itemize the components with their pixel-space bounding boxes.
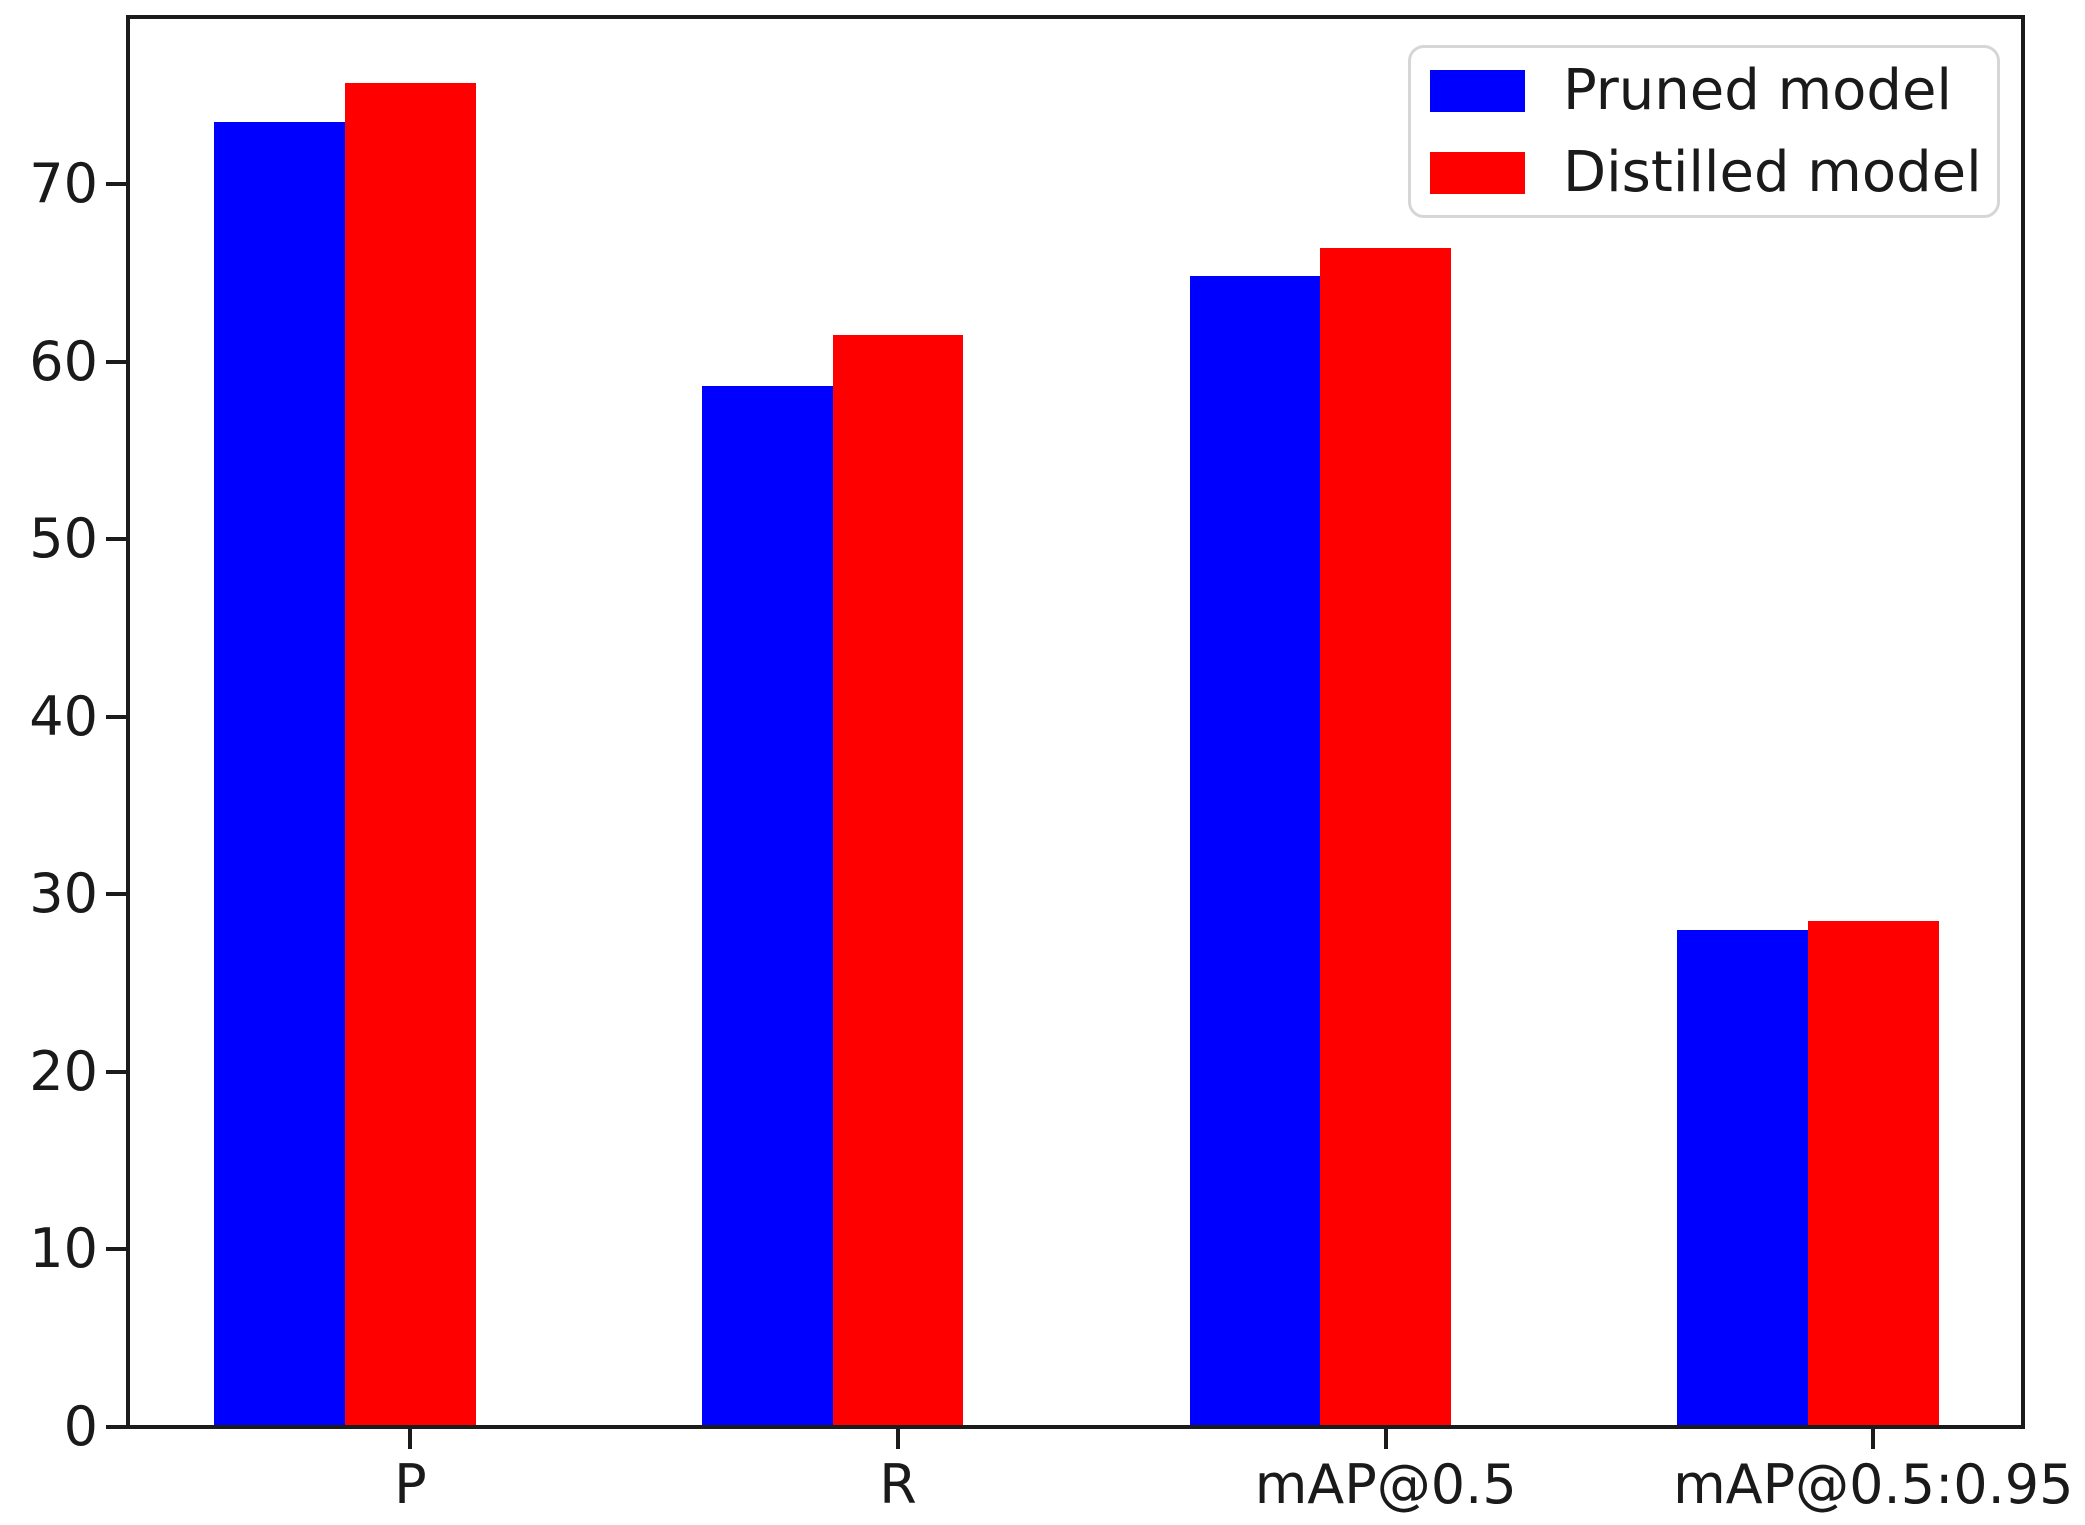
bar-distilled-model-map-0.5: [1320, 247, 1451, 1427]
bar-distilled-model-map-0.5-0.95: [1808, 920, 1939, 1427]
y-tick-label-20: 20: [29, 1039, 98, 1103]
legend-label-distilled-model: Distilled model: [1563, 139, 1982, 205]
bar-pruned-model-p: [214, 121, 345, 1427]
legend-swatch-pruned-model: [1430, 69, 1525, 112]
legend-swatch-distilled-model: [1430, 151, 1525, 194]
x-tick-mark-p: [408, 1427, 413, 1449]
legend-item-distilled-model: Distilled model: [1430, 139, 1997, 205]
y-tick-label-30: 30: [29, 862, 98, 926]
y-tick-mark-60: [106, 359, 128, 364]
legend-label-pruned-model: Pruned model: [1563, 57, 1952, 123]
bar-distilled-model-r: [832, 334, 964, 1427]
y-tick-label-10: 10: [29, 1217, 98, 1281]
y-tick-mark-10: [106, 1247, 128, 1252]
x-tick-label-map-0.5: mAP@0.5: [1254, 1453, 1517, 1516]
y-tick-mark-50: [106, 537, 128, 542]
legend-item-pruned-model: Pruned model: [1430, 57, 1997, 123]
bar-pruned-model-map-0.5: [1189, 276, 1321, 1427]
legend: Pruned model Distilled model: [1408, 45, 2000, 218]
y-tick-mark-20: [106, 1069, 128, 1074]
x-tick-label-map-0.5-0.95: mAP@0.5:0.95: [1673, 1453, 2074, 1516]
y-tick-mark-30: [106, 892, 128, 897]
x-tick-label-p: P: [394, 1453, 427, 1516]
x-tick-label-r: R: [879, 1453, 917, 1516]
y-tick-label-0: 0: [63, 1395, 98, 1458]
bar-pruned-model-map-0.5-0.95: [1677, 929, 1808, 1427]
y-tick-label-50: 50: [29, 507, 98, 571]
y-tick-label-70: 70: [29, 151, 98, 215]
bar-distilled-model-p: [345, 82, 476, 1427]
y-tick-mark-0: [106, 1425, 128, 1429]
x-tick-mark-r: [896, 1427, 900, 1449]
y-tick-mark-70: [106, 181, 128, 186]
bar-pruned-model-r: [702, 386, 833, 1427]
x-tick-mark-map-0.5-0.95: [1871, 1427, 1876, 1449]
y-tick-label-60: 60: [29, 329, 98, 393]
y-tick-mark-40: [106, 714, 128, 719]
y-tick-label-40: 40: [29, 684, 98, 748]
x-tick-mark-map-0.5: [1383, 1427, 1388, 1449]
